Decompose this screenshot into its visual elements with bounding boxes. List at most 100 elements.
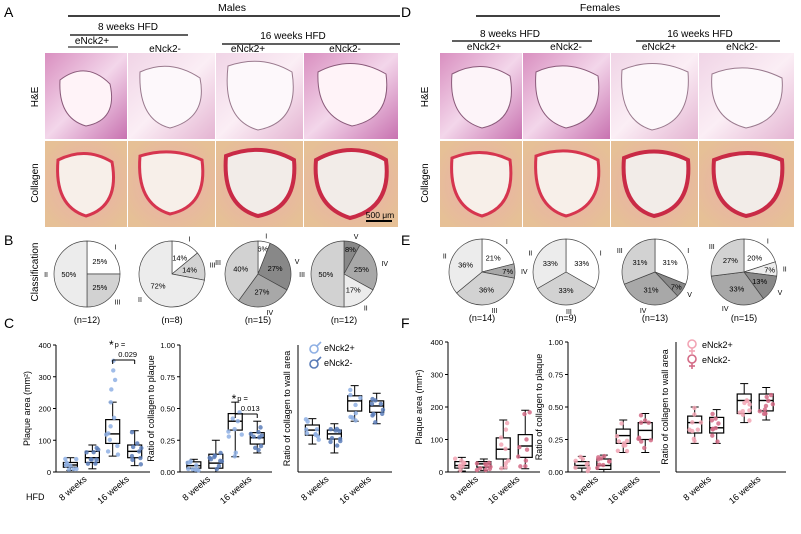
data-point [107,437,113,443]
data-point [763,411,768,416]
female-symbol-icon [687,354,697,364]
females-he-images [440,53,794,139]
pie-percent-label: 40% [233,264,248,273]
pie-slice [448,238,483,294]
data-point [648,438,654,443]
data-point [115,452,121,457]
data-point [499,466,504,471]
pie-sample-size: (n=13) [642,313,668,323]
data-point [619,421,624,426]
males-he-images [45,53,398,139]
pie-grade-label: III [566,309,572,316]
data-point [596,457,601,462]
data-point [194,463,199,468]
y-tick-label: 300 [430,371,443,380]
data-point [138,455,143,461]
pie-sample-size: (n=12) [331,315,357,325]
pie-slice [654,238,689,285]
data-point [258,443,264,449]
p-value: 0.013 [241,404,260,413]
pie-slice [86,273,121,308]
pie-grade-label: IV [381,261,388,268]
box-plot-f2: 0.00 0.25 0.50 0.75 1.00 Ratio of collagen to… [534,338,660,506]
data-point [94,457,99,462]
y-axis-label: Ratio of collagen to plaque [146,355,156,462]
data-point [639,439,644,444]
lumen-outline [139,65,202,129]
data-point [503,446,508,452]
pie-slice [481,238,515,273]
pie-grade-label: I [600,251,602,258]
pie-chart: 25% I 25% III 50% II (n=12) [44,240,121,325]
data-point [715,439,720,444]
data-point [186,466,191,472]
data-point [616,439,622,444]
data-point [595,465,600,471]
data-point [624,448,630,454]
pie-grade-label: I [265,234,267,241]
data-point [763,403,769,409]
data-point [713,416,718,421]
panel-label-b: B [4,232,13,248]
y-axis-label: Plaque area (mm²) [22,371,32,446]
y-tick-label: 0 [47,468,51,477]
pie-grade-label: I [189,237,191,244]
pie-sample-size: (n=15) [245,315,271,325]
data-point [353,418,358,423]
pie-grade-label: IV [722,306,729,313]
vessel-wall [138,150,205,216]
females-he-label: H&E [420,86,431,107]
data-point [232,454,237,459]
y-tick-label: 0 [439,468,443,477]
data-point [695,427,701,432]
data-point [522,411,527,417]
y-tick-label: 0.75 [160,373,175,382]
y-tick-label: 200 [430,403,443,412]
data-point [636,436,641,442]
data-point [457,464,463,469]
data-point [452,456,458,461]
pie-grade-label: III [492,308,498,315]
data-point [624,438,630,444]
data-point [212,454,217,460]
data-point [373,398,378,403]
pie-chart: 6% I 27% V 27% IV 40% III (n=15) [215,234,300,325]
y-tick-label: 400 [38,341,51,350]
females-col-1: eNck2+ [467,42,501,53]
data-point [111,415,117,421]
data-point [139,445,144,451]
data-point [517,444,522,450]
pie-percent-label: 6% [257,245,268,254]
data-point [358,395,363,401]
males-collagen-images [45,141,398,227]
data-point [138,462,144,467]
pie-chart: 31% I 7% V 31% IV 31% III (n=13) [617,238,692,323]
data-point [578,454,583,460]
data-point [130,444,136,450]
data-point [762,407,768,412]
data-point [380,407,386,412]
pie-grade-label: V [354,234,359,241]
pie-percent-label: 27% [723,256,738,265]
scale-bar-label: 500 μm [366,210,395,220]
pie-slice [532,238,567,289]
pie-percent-label: 33% [729,285,744,294]
box [596,458,612,470]
data-point [691,436,697,442]
data-point [226,429,231,434]
pie-grade-label: III [210,262,216,269]
outlier-point [111,358,116,364]
data-point [226,434,232,439]
males-col-1: eNck2+ [75,36,109,47]
data-point [747,418,752,423]
data-point [256,447,261,453]
box-plot-c2: 0.00 0.25 0.50 0.75 1.00 Ratio of collagen to… [146,341,272,506]
data-point [239,432,244,437]
data-point [600,462,606,468]
data-point [130,457,135,463]
data-point [258,425,263,430]
data-point [353,402,358,408]
pie-chart: 14% I 14% III 72% II (n=8) [138,237,216,325]
data-point [305,419,310,424]
